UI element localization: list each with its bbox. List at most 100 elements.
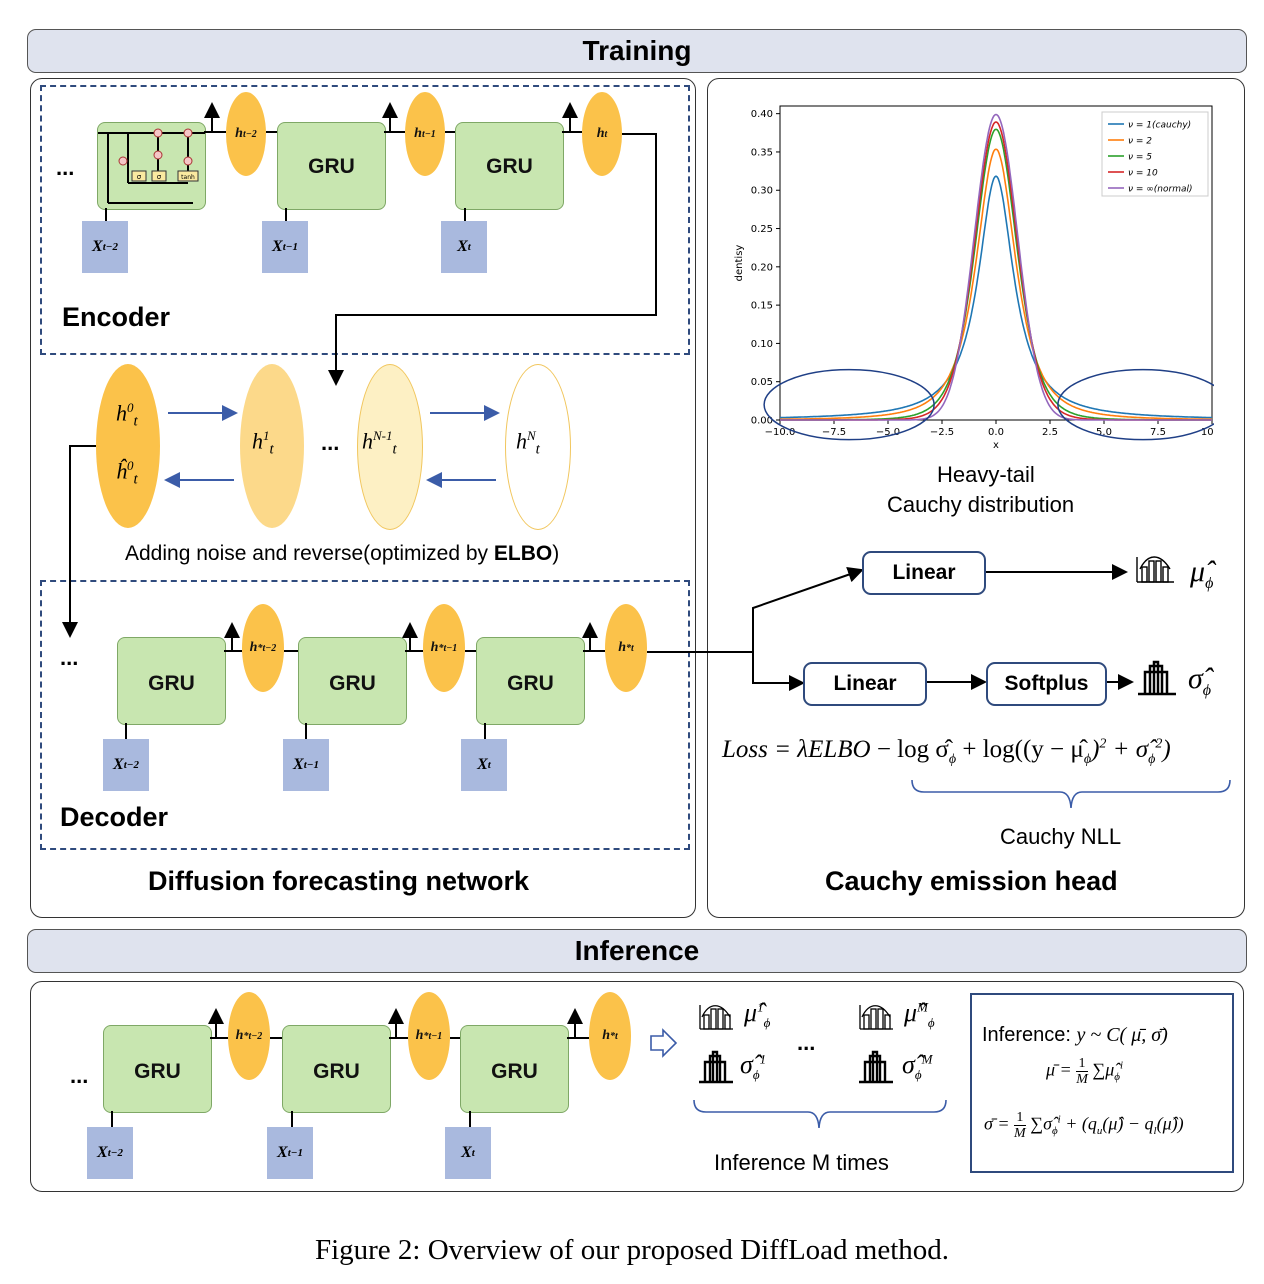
- inference-formula-box: [970, 993, 1234, 1173]
- encoder-gru-cell-3: GRU: [455, 122, 564, 210]
- inference-header: Inference: [27, 929, 1247, 973]
- linear-mu-box: Linear: [862, 551, 986, 595]
- hN-label: hNt: [516, 428, 540, 458]
- nll-label: Cauchy NLL: [1000, 824, 1122, 849]
- gru-label: GRU: [308, 155, 355, 178]
- h1-label: h1t: [252, 428, 274, 458]
- x-tick-label: 10.0: [1201, 427, 1214, 438]
- chart-caption-line1: Heavy-tail: [937, 462, 1035, 487]
- legend: [1101, 111, 1209, 197]
- diffusion-node-h0: [96, 364, 160, 528]
- sigma-phi-1: σ̂ϕ1: [740, 1050, 767, 1083]
- inference-hidden-t: h * t: [589, 992, 631, 1080]
- inference-gru-cell-3: GRU: [460, 1025, 569, 1113]
- histogram-icon: [699, 1005, 733, 1030]
- y-tick-label: 0.40: [751, 109, 773, 120]
- inference-hidden-t-1: h * t−1: [408, 992, 450, 1080]
- sigma-phi-M: σ̂ϕM: [902, 1050, 933, 1083]
- decoder-title: Decoder: [60, 802, 169, 832]
- loss-formula: Loss = λELBO − log σ̂ϕ + log((y − μ̂ϕ)2 …: [722, 736, 1171, 767]
- decoder-ellipsis: ...: [60, 645, 79, 670]
- student-t-density-chart: −10.0 −7.5 −5.0 −2.5 0.0 2.5 5.0 7.5 10.0 0.00 0.0…: [734, 105, 1214, 450]
- y-axis-label: dentisy: [734, 245, 745, 282]
- y-tick-label: 0.30: [751, 186, 773, 197]
- sigma-phi: σ̂ϕ: [1188, 662, 1212, 699]
- inference-box-line1: Inference: y ~ C( μ̄, σ̄): [982, 1024, 1168, 1046]
- training-header: Training: [27, 29, 1247, 73]
- encoder-ellipsis: ...: [56, 155, 75, 180]
- y-tick-label: 0.25: [751, 224, 773, 235]
- right-tail-ellipse: [1057, 368, 1214, 441]
- legend-label: ν = 1(cauchy): [1128, 121, 1191, 131]
- diffusion-node-hN: [505, 364, 571, 530]
- y-tick-label: 0.10: [751, 339, 773, 350]
- hN-1-label: hN-1t: [362, 428, 397, 458]
- decoder-hidden-t-2: h * t−2: [242, 604, 284, 692]
- encoder-hidden-t-2: h t−2: [226, 92, 266, 176]
- legend-label: ν = 2: [1128, 137, 1152, 147]
- diffusion-node-h1: [240, 364, 304, 528]
- mu-phi: μ̂ϕ: [1190, 555, 1214, 592]
- y-tick-label: 0.05: [751, 377, 773, 388]
- inference-gru-cell-1: GRU: [103, 1025, 212, 1113]
- gru-label: GRU: [486, 155, 533, 178]
- x-tick-label: 0.0: [988, 427, 1004, 438]
- x-tick-label: 2.5: [1042, 427, 1058, 438]
- gate-sigma-2: σ: [157, 173, 162, 181]
- x-tick-label: −2.5: [930, 427, 954, 438]
- encoder-hidden-t-1: h t−1: [405, 92, 445, 176]
- cauchy-shape-icon: [1138, 660, 1176, 696]
- gate-tanh: tanh: [181, 174, 195, 181]
- decoder-gru-cell-3: GRU: [476, 637, 585, 725]
- decoder-gru-cell-2: GRU: [298, 637, 407, 725]
- h0-hat-label: ĥ0t: [116, 458, 138, 488]
- linear-sigma-box: Linear: [803, 662, 927, 706]
- x-tick-label: −7.5: [822, 427, 846, 438]
- samples-ellipsis: ...: [797, 1030, 816, 1055]
- left-panel-title: Diffusion forecasting network: [148, 866, 530, 896]
- nll-brace: [911, 779, 1231, 809]
- y-tick-label: 0.20: [751, 262, 773, 273]
- training-title: Training: [582, 35, 692, 66]
- x-tick-label: −5.0: [876, 427, 900, 438]
- diffusion-caption: Adding noise and reverse(optimized by EL…: [125, 542, 560, 565]
- inference-ellipsis: ...: [70, 1063, 89, 1088]
- inference-title: Inference: [574, 935, 700, 966]
- series-line: [780, 113, 1212, 421]
- mu-phi-M: μ̂Mϕ: [904, 998, 935, 1031]
- h0-label: h0t: [116, 400, 138, 430]
- inference-hidden-t-2: h * t−2: [228, 992, 270, 1080]
- cauchy-shape-icon: [859, 1050, 893, 1084]
- legend-label: ν = 10: [1128, 169, 1158, 179]
- inference-gru-cell-2: GRU: [282, 1025, 391, 1113]
- x-tick-label: −10.0: [765, 427, 796, 438]
- x-axis-label: x: [993, 440, 999, 450]
- figure-caption: Figure 2: Overview of our proposed DiffL…: [314, 1234, 950, 1266]
- decoder-hidden-t-1: h * t−1: [423, 604, 465, 692]
- encoder-gru-cell-2: GRU: [277, 122, 386, 210]
- series-line: [779, 148, 1213, 421]
- cauchy-shape-icon: [699, 1050, 733, 1084]
- encoder-box: [40, 85, 690, 355]
- series-line: [780, 175, 1212, 419]
- diffusion-ellipsis: ...: [321, 430, 340, 455]
- softplus-box: Softplus: [986, 662, 1107, 706]
- y-tick-label: 0.35: [751, 147, 773, 158]
- legend-label: ν = 5: [1128, 153, 1152, 163]
- gru-internals: σ σ tanh: [98, 128, 205, 204]
- right-panel-title: Cauchy emission head: [825, 866, 1118, 896]
- diffusion-node-hN-1: [357, 364, 423, 530]
